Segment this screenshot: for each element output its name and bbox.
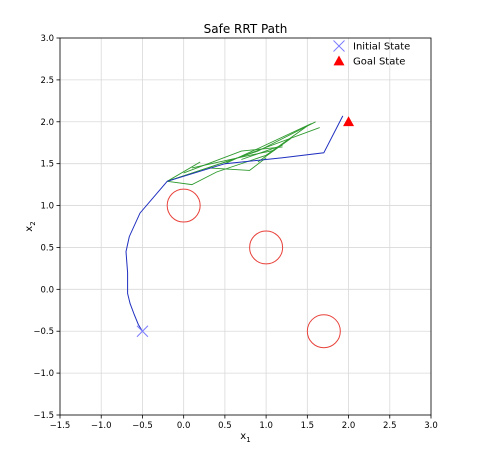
x-tick-label: −1.0: [91, 421, 112, 431]
legend-initial-marker-icon: [333, 40, 345, 52]
grid: [59, 37, 432, 416]
path-line: [125, 115, 344, 332]
y-tick-label: 3.0: [40, 34, 54, 44]
y-axis-label: x2: [24, 221, 37, 231]
tree-branch: [257, 138, 292, 163]
legend-x-marker: [333, 40, 345, 52]
y-axis-label-main: x: [24, 226, 35, 232]
tree-branch: [191, 149, 275, 169]
goal-state-marker: [343, 116, 355, 127]
safe-path: [125, 115, 344, 332]
legend-goal-label: Goal State: [353, 57, 405, 68]
rrt-tree: [166, 121, 320, 186]
y-tick-label: −1.0: [33, 369, 54, 379]
y-tick-label: −1.5: [33, 411, 54, 421]
state-markers: [136, 116, 355, 338]
y-tick-label: 0.0: [40, 285, 54, 295]
x-tick-label: 1.5: [301, 421, 315, 431]
x-stroke: [333, 40, 345, 52]
y-tick-label: −0.5: [33, 327, 54, 337]
axis-ticks: −1.5 −1.0 −0.5 0.0 0.5 1.0 1.5 2.0 2.5 3.0 −1.5 −1.…: [33, 34, 437, 431]
y-tick-label: 2.0: [40, 118, 54, 128]
obstacle-circle: [166, 188, 201, 223]
x-tick-label: −0.5: [132, 421, 153, 431]
tree-branch: [166, 161, 201, 182]
legend-goal-marker-icon: [333, 55, 345, 66]
x-tick-label: 1.0: [259, 421, 273, 431]
x-tick-label: −1.5: [50, 421, 71, 431]
plot-frame: [59, 37, 432, 416]
obstacle-circle: [306, 314, 341, 349]
y-tick-label: 1.0: [40, 202, 54, 212]
x-stroke: [136, 325, 149, 338]
y-tick-label: 2.5: [40, 76, 54, 86]
tree-branch: [241, 144, 283, 160]
y-axis-label-sub: 2: [29, 221, 37, 225]
chart-title: Safe RRT Path: [204, 22, 288, 36]
x-tick-label: 0.5: [218, 421, 232, 431]
legend-initial-label: Initial State: [353, 42, 410, 53]
x-tick-label: 0.0: [177, 421, 191, 431]
obstacles: [166, 188, 341, 349]
y-tick-label: 0.5: [40, 243, 54, 253]
x-tick-label: 3.0: [424, 421, 438, 431]
tree-branch: [167, 125, 308, 186]
obstacle-circle: [249, 230, 284, 265]
x-axis-label-sub: 1: [246, 436, 250, 444]
legend-entry-goal-state: Goal State: [333, 55, 405, 68]
x-tick-label: 2.0: [342, 421, 356, 431]
tree-branch: [208, 157, 267, 171]
x-tick-label: 2.5: [383, 421, 397, 431]
legend-entry-initial-state: Initial State: [333, 40, 410, 53]
initial-state-marker: [136, 325, 149, 338]
x-axis-label: x1: [240, 431, 250, 444]
legend: Initial State Goal State: [333, 40, 410, 68]
tree-branch: [224, 123, 312, 165]
x-axis-label-main: x: [240, 431, 246, 442]
y-tick-label: 1.5: [40, 160, 54, 170]
